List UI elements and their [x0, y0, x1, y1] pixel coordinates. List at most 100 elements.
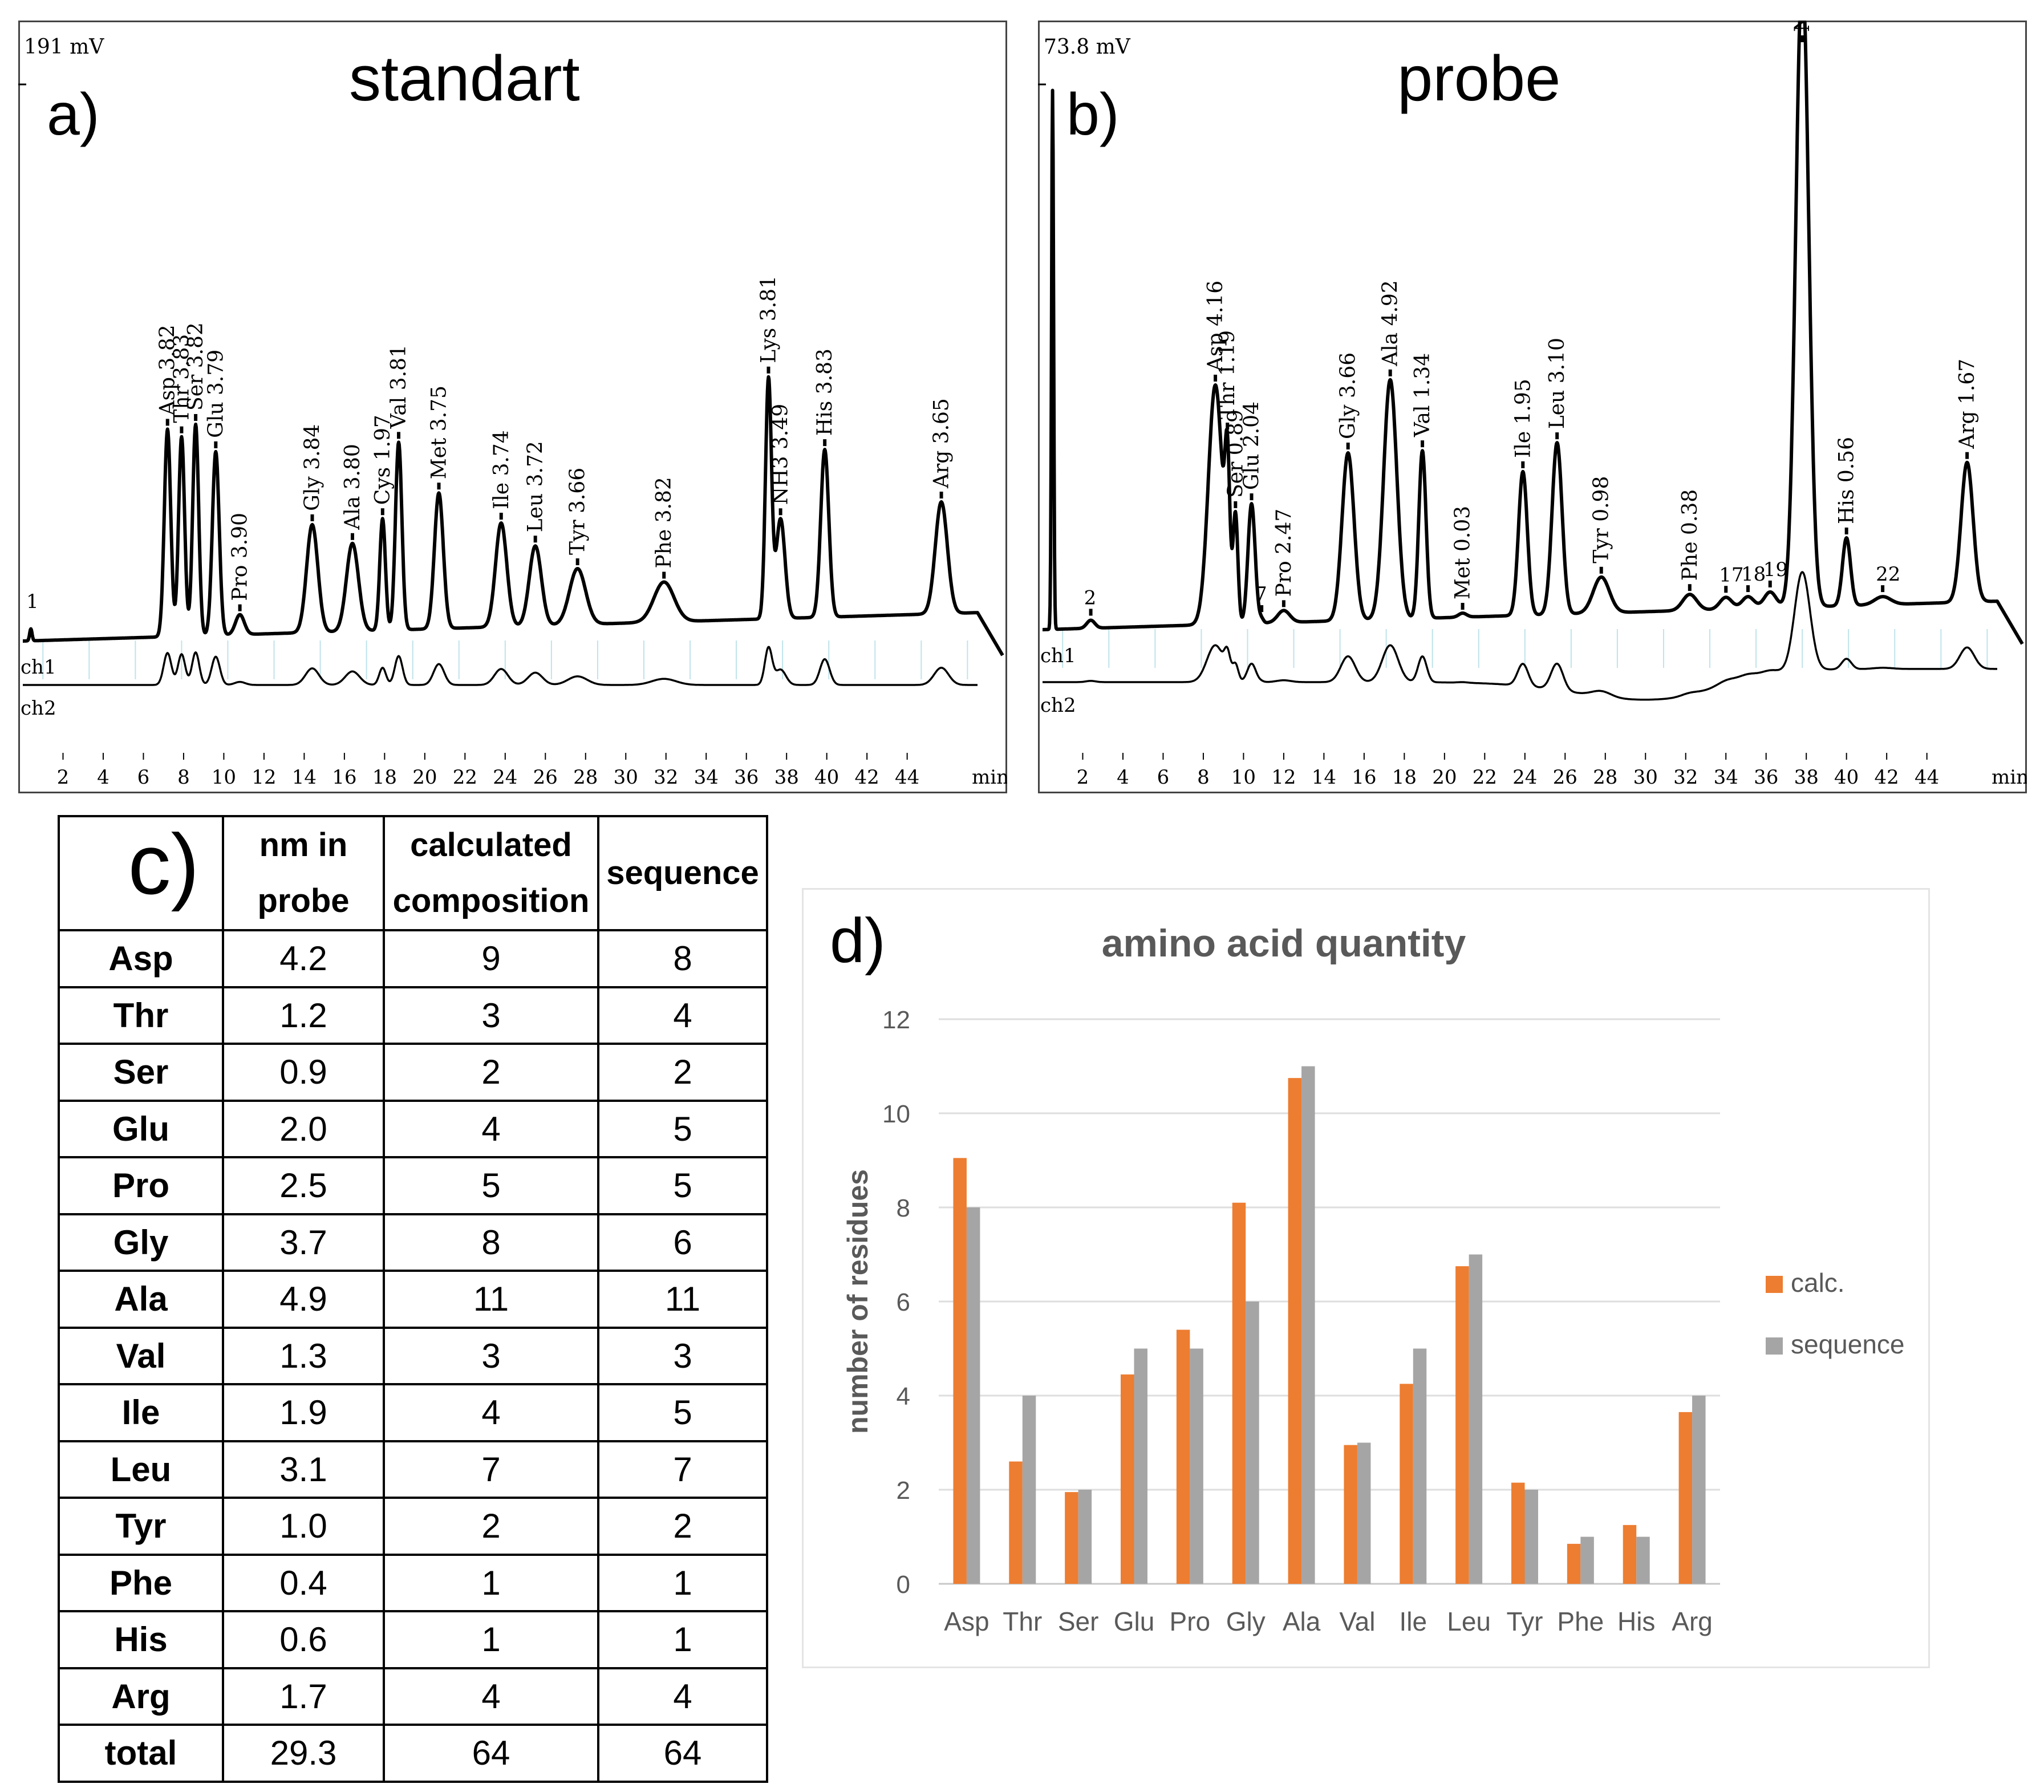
amino-acid-name: Thr [58, 986, 224, 1045]
amino-acid-name: Tyr [58, 1497, 224, 1556]
svg-text:Ile 1.95: Ile 1.95 [1511, 379, 1535, 458]
nm-in-probe-value: 1.7 [222, 1667, 385, 1726]
nm-in-probe-value: 1.3 [222, 1326, 385, 1385]
peak-label: Ala 3.80 [341, 444, 364, 540]
svg-text:His 3.83: His 3.83 [813, 348, 837, 436]
bar-sequence [1078, 1490, 1092, 1584]
peak-label: Leu 3.72 [524, 441, 548, 543]
peak-label: 2 [1084, 586, 1097, 616]
header-sequence: sequence [597, 815, 768, 931]
svg-text:Phe 0.38: Phe 0.38 [1678, 489, 1702, 581]
x-tick-label: 30 [614, 766, 638, 789]
nm-in-probe-value: 0.6 [222, 1610, 385, 1669]
bar-sequence [1636, 1536, 1650, 1584]
table-header-row: c) nm in probe calculated composition se… [58, 815, 768, 931]
peak-label: 19 [1763, 558, 1788, 587]
bar-calc [1678, 1412, 1693, 1584]
x-tick-label: 6 [137, 766, 150, 789]
svg-text:Arg 3.65: Arg 3.65 [930, 398, 954, 489]
x-tick-label: 12 [252, 766, 276, 789]
table-row: Phe 0.4 1 1 [58, 1553, 768, 1612]
x-axis-unit: min [1992, 766, 2027, 789]
svg-text:2: 2 [1084, 586, 1097, 609]
amino-acid-name: His [58, 1610, 224, 1669]
peak-label: Gly 3.66 [1337, 352, 1360, 450]
peak-label: 7 [1255, 583, 1267, 613]
bar-calc [1176, 1329, 1190, 1584]
ch2-label: ch2 [21, 697, 56, 720]
x-tick-label: 12 [1271, 766, 1296, 789]
integration-lines [1062, 629, 1988, 668]
table-row: Asp 4.2 9 8 [58, 929, 768, 988]
composition-table-body: Asp 4.2 9 8 Thr 1.2 3 4 Ser 0.9 2 2 Glu 2.0 4 5 Pro 2.5 5 5… [58, 929, 768, 1783]
nm-in-probe-value: 4.9 [222, 1270, 385, 1329]
amino-acid-name: Phe [58, 1553, 224, 1612]
amino-acid-name: total [58, 1724, 224, 1783]
sequence-value: 1 [597, 1553, 768, 1612]
svg-text:Pro 2.47: Pro 2.47 [1272, 509, 1296, 597]
x-tick-label: Leu [1447, 1607, 1491, 1636]
peak-label: Ile 3.74 [490, 430, 513, 520]
peak-label: Cys 1.97 [371, 415, 395, 516]
x-tick-label: 40 [814, 766, 839, 789]
svg-text:Met 3.75: Met 3.75 [428, 386, 451, 479]
bar-sequence [1692, 1396, 1706, 1584]
x-tick-label: 28 [573, 766, 598, 789]
nm-in-probe-value: 2.0 [222, 1099, 385, 1158]
calculated-composition-value: 4 [383, 1099, 599, 1158]
svg-text:1: 1 [26, 590, 39, 613]
bar-sequence [1134, 1348, 1147, 1584]
legend-swatch [1766, 1337, 1783, 1355]
peak-label: Tyr 0.98 [1590, 476, 1613, 574]
x-tick-label: 24 [1512, 766, 1537, 789]
y-axis-label: number of residues [842, 1169, 874, 1434]
amino-acid-name: Ser [58, 1043, 224, 1102]
legend-label: calc. [1791, 1268, 1845, 1298]
svg-text:Tyr 0.98: Tyr 0.98 [1590, 476, 1613, 563]
peak-label: Met 3.75 [428, 386, 451, 490]
x-tick-label: 4 [1117, 766, 1129, 789]
bar-sequence [1246, 1302, 1259, 1584]
x-tick-label: 24 [493, 766, 517, 789]
x-tick-label: Tyr [1507, 1607, 1543, 1636]
svg-text:Gly 3.66: Gly 3.66 [1337, 352, 1360, 439]
table-row: Leu 3.1 7 7 [58, 1440, 768, 1499]
x-tick-label: 28 [1593, 766, 1617, 789]
nm-in-probe-value: 1.0 [222, 1497, 385, 1556]
x-tick-label: 20 [1432, 766, 1457, 789]
table-row: His 0.6 1 1 [58, 1610, 768, 1669]
x-tick-label: 40 [1834, 766, 1859, 789]
svg-text:Thr 3.83: Thr 3.83 [170, 334, 193, 423]
amino-acid-name: Pro [58, 1156, 224, 1215]
svg-text:7: 7 [1255, 583, 1267, 606]
x-tick-label: 36 [734, 766, 759, 789]
bar-sequence [1022, 1396, 1036, 1584]
x-tick-label: 8 [177, 766, 190, 789]
peak-label: Asp 3.82 [156, 325, 180, 426]
peak-label: NH3 36.76 [1791, 21, 1814, 42]
peak-label: Ser 0.89 [1224, 410, 1247, 508]
x-tick-label: 26 [1553, 766, 1577, 789]
legend-swatch [1766, 1276, 1783, 1293]
table-row: Val 1.3 3 3 [58, 1326, 768, 1385]
calculated-composition-value: 8 [383, 1213, 599, 1272]
ch2-trace [23, 646, 978, 686]
peak-label: Pro 3.90 [229, 513, 252, 611]
x-tick-label: 30 [1633, 766, 1658, 789]
nm-in-probe-value: 1.2 [222, 986, 385, 1045]
svg-text:His 0.56: His 0.56 [1835, 437, 1859, 524]
peak-label: 17 [1719, 563, 1743, 593]
sequence-value: 1 [597, 1610, 768, 1669]
peak-label: Leu 3.10 [1546, 338, 1569, 440]
peak-label: Pro 2.47 [1272, 509, 1296, 607]
calculated-composition-value: 7 [383, 1440, 599, 1499]
nm-in-probe-value: 29.3 [222, 1724, 385, 1783]
ch2-label: ch2 [1040, 694, 1076, 717]
header-nm-in-probe: nm in probe [222, 815, 385, 931]
nm-in-probe-value: 3.1 [222, 1440, 385, 1499]
x-tick-label: 2 [57, 766, 70, 789]
x-tick-label: 14 [292, 766, 317, 789]
calculated-composition-value: 2 [383, 1043, 599, 1102]
y-tick-label: 4 [897, 1382, 910, 1410]
